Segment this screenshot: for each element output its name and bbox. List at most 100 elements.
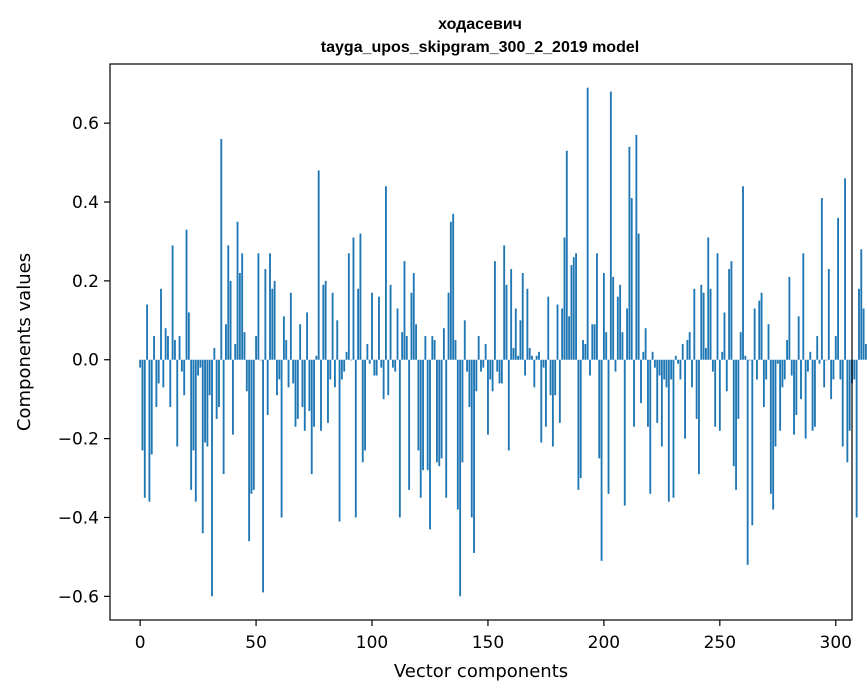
bar [732, 359, 735, 467]
bar [229, 280, 232, 360]
bar [489, 359, 492, 380]
bar [813, 359, 816, 427]
bar [721, 351, 724, 360]
bar [858, 288, 860, 360]
bar [139, 359, 142, 368]
bar [853, 359, 856, 380]
bar [204, 359, 206, 443]
bar [424, 336, 427, 360]
bar [575, 253, 577, 360]
bar [322, 284, 325, 360]
x-tick-label: 100 [356, 633, 388, 653]
bar [779, 359, 782, 431]
bar [336, 320, 339, 360]
bar [178, 336, 181, 360]
bar [241, 253, 244, 360]
bar [301, 359, 304, 408]
bar [846, 359, 849, 463]
y-tick-label: 0.6 [72, 114, 99, 134]
bar [653, 359, 656, 368]
bar [338, 359, 341, 522]
bar [825, 359, 828, 361]
x-tick-label: 250 [704, 633, 736, 653]
bar [308, 359, 311, 412]
bar [324, 280, 327, 360]
bar [753, 308, 756, 360]
x-axis-ticks: 0 50 100 150 200 250 300 [135, 620, 852, 653]
bar [797, 316, 800, 360]
bar [839, 359, 842, 380]
bar [296, 359, 299, 419]
bar [642, 351, 645, 360]
bar [586, 87, 589, 360]
bar [445, 359, 448, 498]
bar [862, 308, 865, 360]
bar [637, 233, 640, 360]
bar [292, 359, 295, 384]
bar [391, 359, 394, 368]
bar [180, 359, 183, 372]
bar [679, 359, 682, 380]
bar [215, 359, 218, 419]
y-axis-ticks: −0.6 −0.4 −0.2 0.0 0.2 0.4 0.6 [58, 114, 110, 607]
bar [493, 261, 496, 360]
y-tick-label: 0.4 [72, 193, 99, 213]
bar [593, 324, 596, 360]
bar [514, 308, 517, 360]
bar [426, 359, 429, 471]
bar [266, 359, 269, 415]
bar [656, 359, 659, 423]
bar [211, 359, 213, 597]
bar [702, 292, 705, 360]
bar [345, 351, 348, 360]
y-axis-label: Components values [14, 253, 35, 431]
bar [598, 359, 601, 459]
bar [155, 359, 158, 408]
bar [262, 359, 264, 593]
bar [333, 359, 336, 388]
bar [774, 359, 777, 447]
bar [410, 292, 413, 360]
bar [408, 359, 411, 490]
bar [793, 359, 795, 435]
bar [422, 359, 424, 471]
bar [827, 269, 830, 360]
bar [364, 359, 366, 451]
bar [248, 359, 251, 542]
bar [463, 320, 466, 360]
bar [524, 359, 526, 376]
bar [169, 359, 172, 408]
bar [475, 359, 478, 392]
chart-title: ходасевич [438, 16, 522, 33]
bar [452, 213, 455, 360]
bar [389, 284, 392, 360]
bar-series [139, 87, 867, 597]
bar [282, 316, 285, 360]
bar [630, 198, 633, 360]
bar [368, 359, 371, 364]
bar [802, 253, 805, 360]
bar [807, 359, 809, 372]
bar [691, 359, 693, 388]
bar [243, 332, 246, 360]
bar [744, 355, 747, 360]
bar [762, 359, 765, 408]
bar [436, 359, 438, 463]
bar [605, 332, 608, 360]
bar [809, 351, 812, 360]
bar [340, 359, 343, 380]
bar [473, 359, 475, 553]
bar [786, 340, 789, 360]
bar [551, 359, 554, 447]
x-tick-label: 200 [588, 633, 620, 653]
bar [371, 292, 373, 360]
bar [677, 359, 680, 364]
bar [415, 324, 418, 360]
bar [823, 359, 826, 388]
bar [245, 359, 248, 392]
bar [563, 237, 566, 360]
bar [725, 359, 728, 392]
bar [164, 328, 167, 360]
bar [280, 359, 283, 518]
bar [146, 304, 149, 360]
